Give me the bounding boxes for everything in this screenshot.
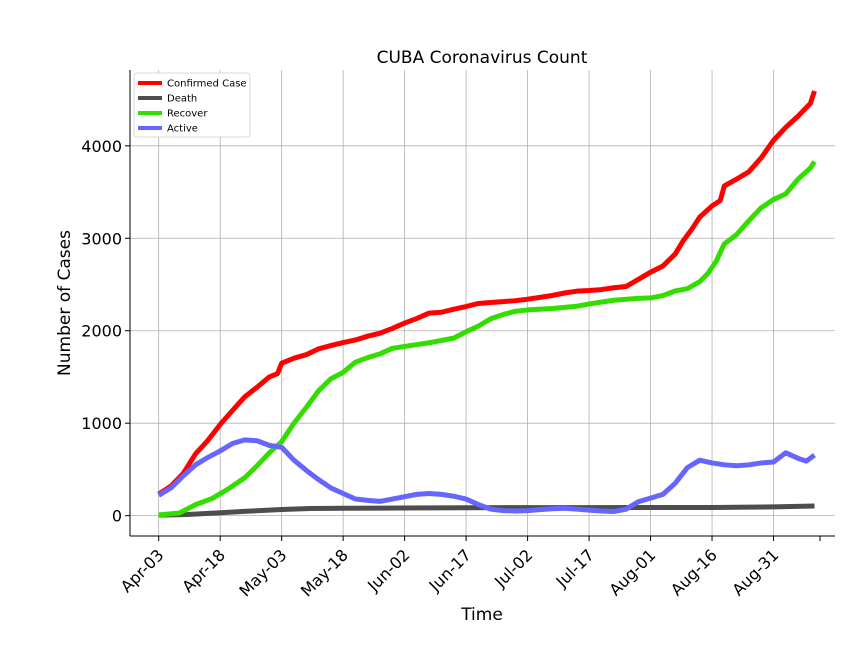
y-tick-label: 1000 [81,414,122,433]
y-ticks: 0 1000 2000 3000 4000 [81,137,130,526]
y-axis-label: Number of Cases [55,230,75,376]
series-line-death [158,503,815,518]
series-group [157,90,817,518]
grid-lines [130,70,835,536]
x-tick-label: Jun-17 [425,545,475,595]
series-line-confirmed-case [157,90,817,497]
legend-box [133,72,251,138]
x-tick-label: Jul-17 [552,545,598,591]
series-line-active [157,437,816,514]
x-tick-label: Jul-02 [490,545,536,591]
y-tick-label: 0 [112,507,122,526]
legend-label: Recover [167,109,208,120]
x-tick-label: May-18 [297,545,352,600]
x-tick-label: Apr-03 [117,545,168,596]
x-tick-label: May-03 [235,545,290,600]
legend-label: Active [167,124,198,135]
chart-title: CUBA Coronavirus Count [377,48,588,68]
x-tick-label: Aug-01 [605,545,659,599]
x-tick-label: Jun-02 [363,545,413,595]
x-tick-label: Aug-16 [667,545,721,599]
series-line-recover [158,160,817,518]
axis-spines [129,70,835,537]
x-tick-label: Aug-31 [728,545,782,599]
x-axis-label: Time [460,605,503,625]
legend-label: Confirmed Case [167,79,247,90]
y-tick-label: 3000 [81,229,122,248]
legend-label: Death [167,94,197,105]
y-tick-label: 4000 [81,137,122,156]
legend: Confirmed Case Death Recover Active [133,72,251,138]
y-tick-label: 2000 [81,322,122,341]
x-ticks: Apr-03 Apr-18 May-03 May-18 Jun-02 Jun-17 Jul-… [117,536,821,601]
x-tick-label: Apr-18 [178,545,229,596]
